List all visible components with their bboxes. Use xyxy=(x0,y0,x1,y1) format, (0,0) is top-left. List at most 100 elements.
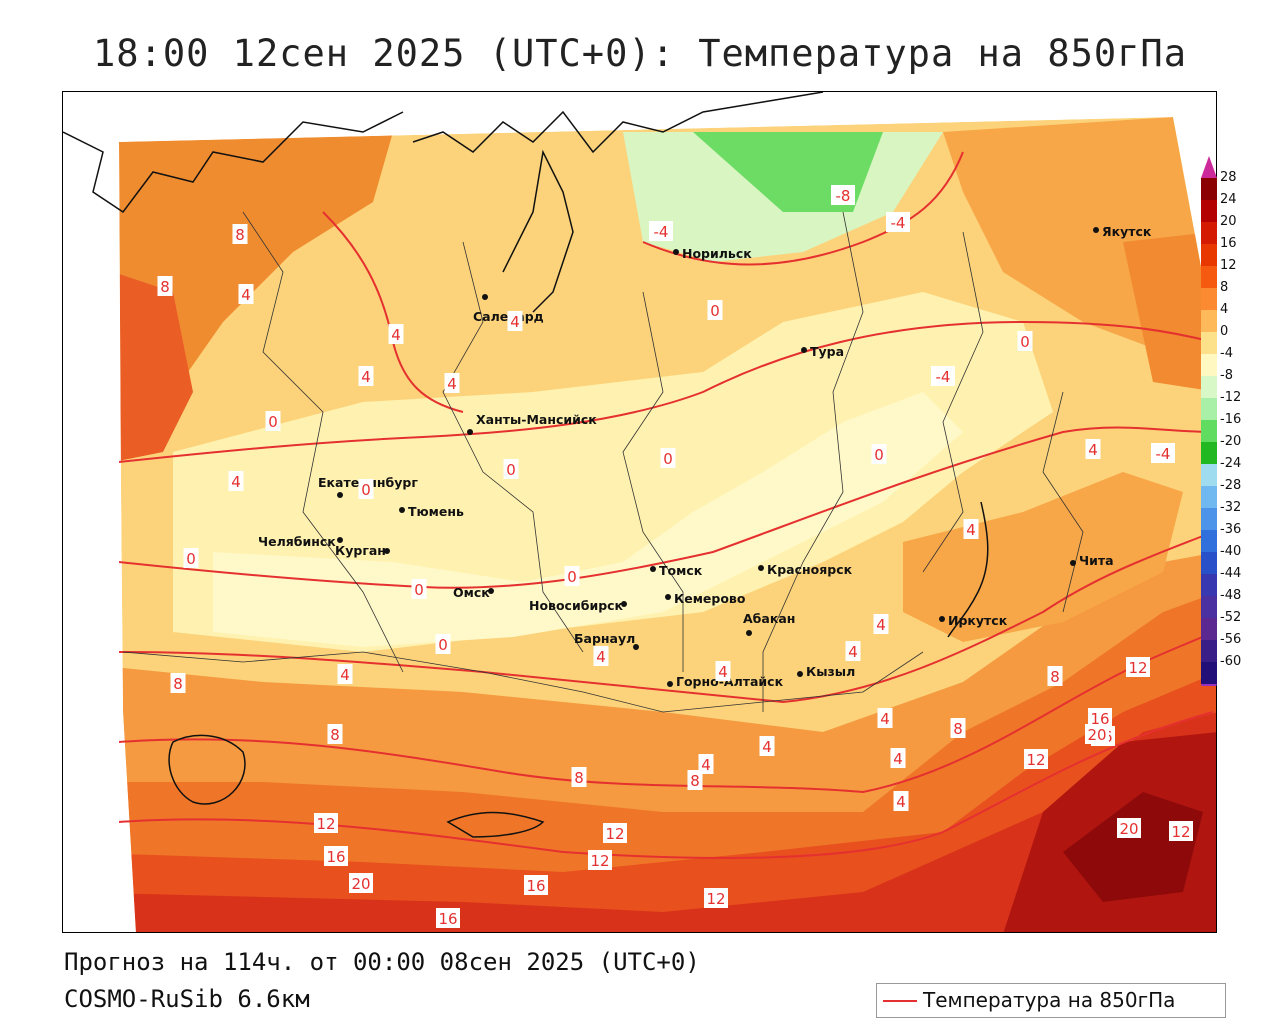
isotherm-label-bg xyxy=(603,823,627,843)
isotherm-label: 16 xyxy=(1090,710,1109,728)
isotherm-label-bg xyxy=(704,888,728,908)
colorbar-swatch xyxy=(1201,596,1217,618)
city-markers: ЯкутскНорильскСалехардТураХанты-Мансийск… xyxy=(258,224,1152,689)
colorbar-swatch xyxy=(1201,640,1217,662)
isotherm-label: 12 xyxy=(1026,751,1045,769)
isotherm-label-bg xyxy=(588,850,612,870)
city-dot xyxy=(1093,227,1099,233)
isotherm-label-bg xyxy=(265,411,281,431)
isotherm-label: 4 xyxy=(391,326,401,344)
colorbar-swatch xyxy=(1201,288,1217,310)
city-label: Курган xyxy=(335,543,386,558)
isotherm-label-bg xyxy=(337,664,353,684)
city-label: Норильск xyxy=(682,246,752,261)
colorbar-swatch xyxy=(1201,530,1217,552)
colorbar-tick-label: 12 xyxy=(1220,258,1237,273)
colorbar-tick-label: 16 xyxy=(1220,236,1237,251)
colorbar-swatch xyxy=(1201,552,1217,574)
colorbar-swatch xyxy=(1201,398,1217,420)
isotherm-label-bg xyxy=(1085,724,1109,744)
isotherm-label: 4 xyxy=(876,616,886,634)
isotherm-label: 12 xyxy=(590,852,609,870)
colorbar-tick-label: -52 xyxy=(1220,610,1242,625)
colorbar-bottom-arrow xyxy=(1201,684,1217,686)
legend: Температура на 850гПа xyxy=(876,983,1226,1018)
colorbar-tick-label: -36 xyxy=(1220,522,1242,537)
isotherm-label-bg xyxy=(1047,666,1063,686)
colorbar-swatch xyxy=(1201,222,1217,244)
isotherm-label: 4 xyxy=(596,648,606,666)
city-dot xyxy=(1070,560,1076,566)
isotherm-label: -4 xyxy=(1156,445,1171,463)
isotherm-label: 4 xyxy=(1088,441,1098,459)
colorbar-swatch xyxy=(1201,244,1217,266)
isotherm-label-bg xyxy=(388,324,404,344)
isotherm-label: 20 xyxy=(351,875,370,893)
isotherm-label: 4 xyxy=(340,666,350,684)
colorbar xyxy=(1201,156,1217,686)
colorbar-tick-label: -48 xyxy=(1220,588,1242,603)
isotherm-label-bg xyxy=(890,748,906,768)
isotherm-label: 4 xyxy=(848,643,858,661)
colorbar-swatch xyxy=(1201,332,1217,354)
colorbar-swatch xyxy=(1201,486,1217,508)
city-dot xyxy=(667,681,673,687)
city-label: Томск xyxy=(659,563,703,578)
isotherm-label: 0 xyxy=(710,302,720,320)
city-label: Кызыл xyxy=(806,664,855,679)
isotherm-label-bg xyxy=(963,519,979,539)
model-name: COSMO-RuSib 6.6км xyxy=(64,985,310,1013)
isotherm-label: 4 xyxy=(718,663,728,681)
legend-line-sample xyxy=(883,1000,917,1002)
colorbar-swatch xyxy=(1201,178,1217,200)
isotherm-label: 4 xyxy=(361,368,371,386)
colorbar-tick-label: 20 xyxy=(1220,214,1237,229)
isotherm-label-bg xyxy=(1126,657,1150,677)
colorbar-top-arrow xyxy=(1201,156,1217,178)
city-dot xyxy=(633,644,639,650)
isotherm-label: 8 xyxy=(953,720,963,738)
isotherm-label: 4 xyxy=(762,738,772,756)
isotherm-label-bg xyxy=(435,634,451,654)
city-dot xyxy=(337,492,343,498)
isotherm-label-bg xyxy=(524,875,548,895)
city-label: Омск xyxy=(453,585,490,600)
isotherm-label: 4 xyxy=(231,473,241,491)
isotherm-label: 4 xyxy=(241,286,251,304)
isotherm-label-bg xyxy=(157,276,173,296)
isotherm-label: -8 xyxy=(836,187,851,205)
colorbar-tick-label: -12 xyxy=(1220,390,1242,405)
isotherm-label: 8 xyxy=(330,726,340,744)
colorbar-tick-label: -8 xyxy=(1220,368,1233,383)
colorbar-swatch xyxy=(1201,310,1217,332)
colorbar-tick-label: -44 xyxy=(1220,566,1242,581)
city-dot xyxy=(488,588,494,594)
isotherm-label-bg xyxy=(170,673,186,693)
city-dot xyxy=(482,294,488,300)
isotherm-label-bg xyxy=(238,284,254,304)
city-label: Барнаул xyxy=(574,631,635,646)
isotherm-label: 0 xyxy=(361,481,371,499)
isotherm-label-bg xyxy=(687,770,703,790)
isotherm-label: 8 xyxy=(574,769,584,787)
city-label: Иркутск xyxy=(948,613,1008,628)
isotherm-label: 16 xyxy=(438,910,457,928)
city-dot xyxy=(758,565,764,571)
isotherm-label-bg xyxy=(873,614,889,634)
city-dot xyxy=(621,601,627,607)
isotherm-label-bg xyxy=(228,471,244,491)
isotherm-label: 20 xyxy=(1087,726,1106,744)
coastlines xyxy=(63,92,989,838)
city-dot xyxy=(665,594,671,600)
isotherm-label: 0 xyxy=(1020,333,1030,351)
isotherm-label-bg xyxy=(571,767,587,787)
colorbar-swatch xyxy=(1201,574,1217,596)
temperature-map: ЯкутскНорильскСалехардТураХанты-Мансийск… xyxy=(62,91,1217,933)
colorbar-tick-label: -20 xyxy=(1220,434,1242,449)
colorbar-tick-label: 4 xyxy=(1220,302,1229,317)
isotherm-label-bg xyxy=(931,366,955,386)
isotherm-label-bg xyxy=(183,548,199,568)
isotherm-label-bg xyxy=(324,846,348,866)
isotherm-label: 0 xyxy=(874,446,884,464)
isotherm-label: -4 xyxy=(891,214,906,232)
